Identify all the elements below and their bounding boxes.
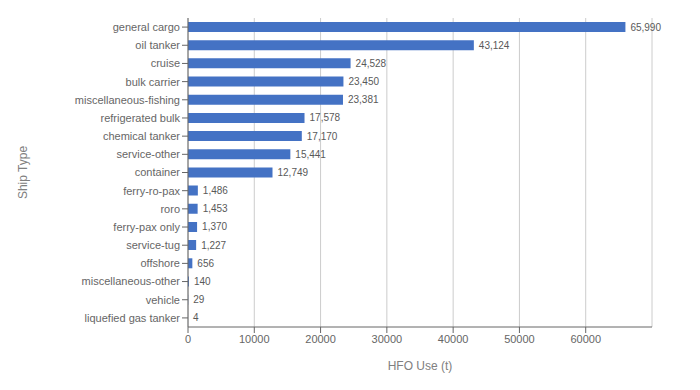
svg-text:cruise: cruise	[151, 57, 180, 69]
svg-text:miscellaneous-fishing: miscellaneous-fishing	[75, 94, 180, 106]
svg-text:140: 140	[194, 276, 211, 287]
svg-text:0: 0	[185, 333, 191, 345]
svg-text:60000: 60000	[570, 333, 601, 345]
svg-text:43,124: 43,124	[479, 40, 510, 51]
svg-text:chemical tanker: chemical tanker	[103, 130, 180, 142]
svg-text:65,990: 65,990	[630, 22, 661, 33]
svg-text:container: container	[135, 166, 181, 178]
svg-text:15,441: 15,441	[295, 149, 326, 160]
svg-text:1,453: 1,453	[203, 203, 228, 214]
svg-text:17,170: 17,170	[307, 131, 338, 142]
svg-text:ferry-ro-pax: ferry-ro-pax	[123, 185, 180, 197]
svg-text:1,486: 1,486	[203, 185, 228, 196]
svg-text:liquefied gas tanker: liquefied gas tanker	[85, 312, 181, 324]
svg-text:1,370: 1,370	[202, 221, 227, 232]
svg-text:offshore: offshore	[140, 257, 180, 269]
svg-text:1,227: 1,227	[201, 240, 226, 251]
svg-text:general cargo: general cargo	[113, 21, 180, 33]
svg-text:service-tug: service-tug	[126, 239, 180, 251]
svg-text:miscellaneous-other: miscellaneous-other	[82, 275, 181, 287]
svg-text:ferry-pax only: ferry-pax only	[113, 221, 180, 233]
svg-text:17,578: 17,578	[310, 112, 341, 123]
svg-text:40000: 40000	[438, 333, 469, 345]
svg-text:service-other: service-other	[116, 148, 180, 160]
svg-text:10000: 10000	[239, 333, 270, 345]
svg-text:oil tanker: oil tanker	[135, 39, 180, 51]
svg-text:4: 4	[193, 312, 199, 323]
svg-text:roro: roro	[160, 203, 180, 215]
svg-text:23,450: 23,450	[348, 76, 379, 87]
svg-text:12,749: 12,749	[278, 167, 309, 178]
svg-text:Ship Type: Ship Type	[16, 146, 30, 199]
svg-text:bulk carrier: bulk carrier	[126, 76, 181, 88]
svg-text:20000: 20000	[305, 333, 336, 345]
svg-text:29: 29	[193, 294, 205, 305]
svg-text:refrigerated bulk: refrigerated bulk	[101, 112, 181, 124]
svg-text:30000: 30000	[372, 333, 403, 345]
svg-text:50000: 50000	[504, 333, 535, 345]
svg-text:23,381: 23,381	[348, 94, 379, 105]
svg-text:vehicle: vehicle	[146, 294, 180, 306]
svg-text:HFO Use (t): HFO Use (t)	[388, 359, 453, 373]
svg-text:656: 656	[197, 258, 214, 269]
svg-text:24,528: 24,528	[356, 58, 387, 69]
